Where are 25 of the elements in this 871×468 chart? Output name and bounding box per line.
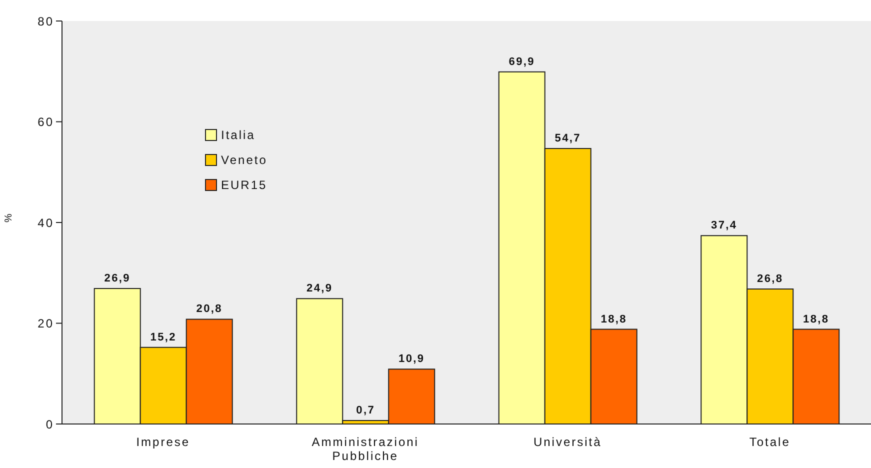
x-tick-label: Università xyxy=(533,435,602,449)
data-label: 24,9 xyxy=(306,282,333,295)
data-label: 69,9 xyxy=(508,56,535,68)
y-tick-label: 0 xyxy=(46,417,54,432)
data-label: 0,7 xyxy=(356,404,376,416)
y-axis-title: % xyxy=(4,214,15,222)
y-tick-label: 40 xyxy=(38,216,54,230)
data-label: 20,8 xyxy=(196,303,222,316)
legend-label: Veneto xyxy=(221,152,268,166)
data-label: 54,7 xyxy=(554,132,581,144)
x-tick-label: Totale xyxy=(749,435,790,449)
y-tick-label: 60 xyxy=(38,115,54,130)
y-tick-label: 20 xyxy=(38,316,54,331)
legend-label: EUR15 xyxy=(221,178,268,192)
data-label: 18,8 xyxy=(600,313,627,326)
x-tick-label: Amministrazioni Pubbliche xyxy=(312,435,419,463)
data-label: 18,8 xyxy=(803,313,830,326)
data-label: 10,9 xyxy=(398,353,425,366)
data-label: 37,4 xyxy=(711,220,738,232)
data-label: 26,8 xyxy=(757,272,784,285)
x-tick-label: Imprese xyxy=(136,435,190,449)
data-label: 15,2 xyxy=(150,331,176,344)
data-label: 26,9 xyxy=(104,272,130,284)
y-tick-label: 80 xyxy=(38,14,54,28)
legend-label: Italia xyxy=(221,128,256,142)
